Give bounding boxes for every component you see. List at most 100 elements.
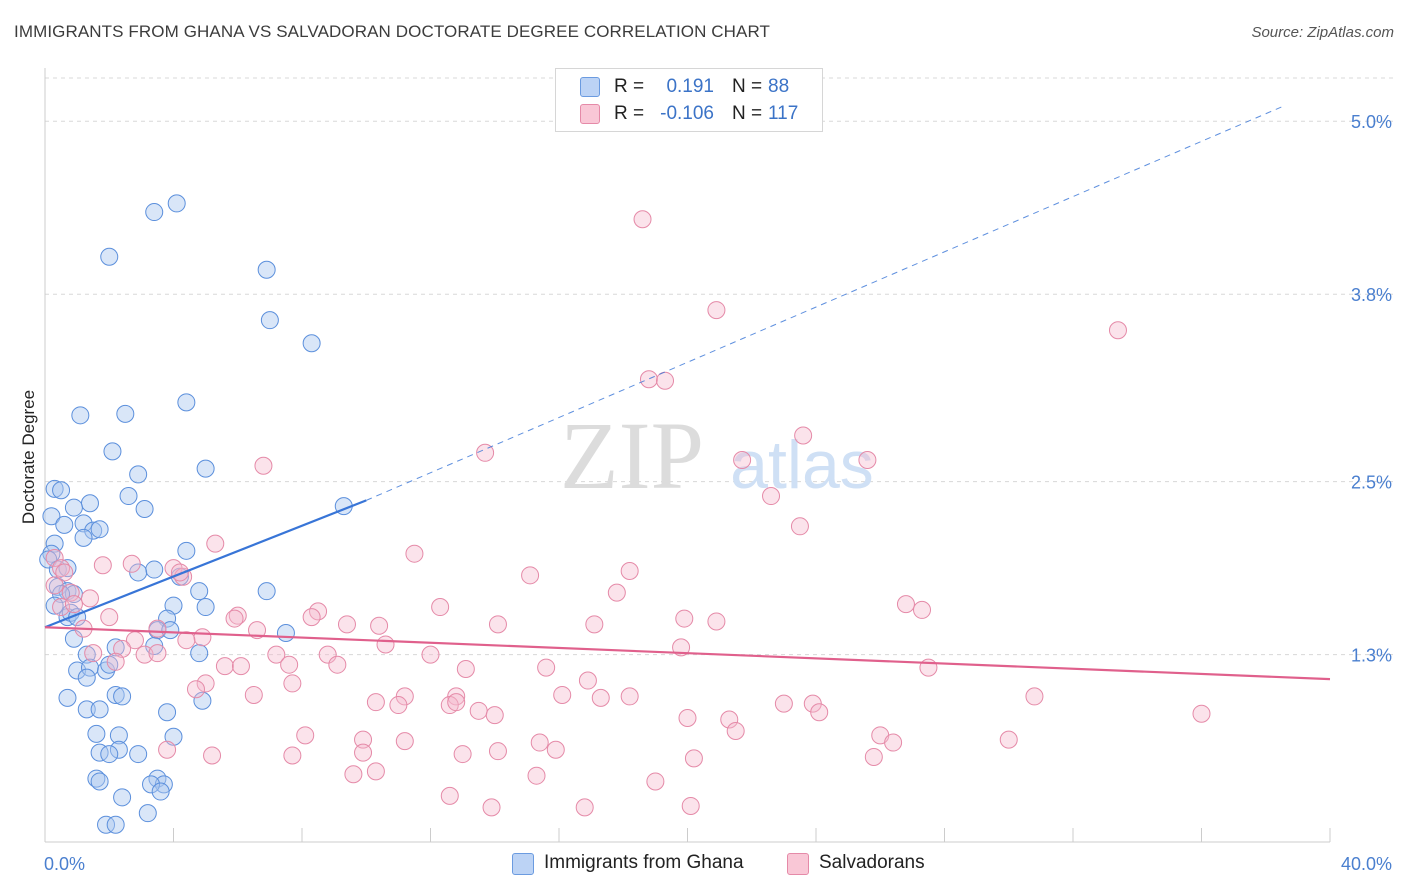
salvadoran-point — [913, 600, 932, 619]
ghana-point — [109, 740, 128, 759]
salvadoran-point — [530, 733, 549, 752]
salvadoran-point — [884, 733, 903, 752]
ghana-point — [77, 668, 96, 687]
ghana-point — [64, 498, 83, 517]
ghana-point — [145, 203, 164, 222]
series-salvadoran-points — [45, 210, 1211, 817]
legend-r-label: R = — [614, 103, 645, 124]
ghana-point — [113, 788, 132, 807]
salvadoran-point — [537, 658, 556, 677]
salvadoran-point — [389, 696, 408, 715]
tick-labels: 1.3% 2.5% 3.8% 5.0% 0.0% 40.0% — [44, 112, 1392, 874]
salvadoran-point — [453, 745, 472, 764]
ghana-point — [257, 582, 276, 601]
salvadoran-point — [244, 685, 263, 704]
salvadoran-point — [485, 706, 504, 725]
salvadoran-point — [1025, 687, 1044, 706]
salvadoran-point — [707, 301, 726, 320]
y-tick-label: 3.8% — [1351, 285, 1392, 305]
salvadoran-point — [84, 644, 103, 663]
ghana-point — [260, 311, 279, 330]
salvadoran-point — [206, 534, 225, 553]
salvadoran-point — [45, 549, 64, 568]
ghana-point — [45, 534, 64, 553]
ghana-point — [45, 479, 64, 498]
watermark-zip: ZIP — [560, 402, 704, 509]
salvadoran-point — [283, 746, 302, 765]
salvadoran-point — [656, 371, 675, 390]
ghana-point — [45, 596, 64, 615]
salvadoran-point — [376, 635, 395, 654]
ghana-point — [196, 598, 215, 617]
ghana-point — [90, 700, 109, 719]
salvadoran-point — [55, 563, 74, 582]
legend-n-label: N = — [732, 76, 763, 97]
salvadoran-point — [45, 576, 64, 595]
salvadoran-point — [106, 652, 125, 671]
x-tick-label-left: 0.0% — [44, 854, 85, 874]
ghana-point — [190, 644, 209, 663]
ghana-point — [71, 406, 90, 425]
salvadoran-point — [794, 426, 813, 445]
salvadoran-point — [591, 688, 610, 707]
salvadoran-point — [546, 740, 565, 759]
salvadoran-point — [215, 657, 234, 676]
salvadoran-point — [122, 554, 141, 573]
ghana-point — [167, 194, 186, 213]
salvadoran-point — [328, 655, 347, 674]
salvadoran-point — [633, 210, 652, 229]
salvadoran-point — [193, 628, 212, 647]
salvadoran-point — [370, 616, 389, 635]
salvadoran-point — [421, 645, 440, 664]
ghana-point — [84, 521, 103, 540]
salvadoran-point — [476, 443, 495, 462]
ghana-point — [90, 520, 109, 539]
ghana-trendline — [44, 499, 367, 629]
salvadoran-point — [678, 709, 697, 728]
ghana-point — [257, 260, 276, 279]
ghana-point — [55, 515, 74, 534]
salvadoran-point — [280, 655, 299, 674]
ghana-point — [80, 494, 99, 513]
salvadoran-point — [267, 645, 286, 664]
salvadoran-point — [639, 370, 658, 389]
salvadoran-point — [354, 730, 373, 749]
salvadoran-point — [527, 766, 546, 785]
salvadoran-point — [447, 693, 466, 712]
salvadoran-point — [646, 772, 665, 791]
ghana-point — [196, 459, 215, 478]
salvadoran-point — [488, 742, 507, 761]
ghana-trendline-extension — [366, 106, 1283, 501]
ghana-point — [87, 724, 106, 743]
ghana-point — [97, 815, 116, 834]
ghana-point — [129, 745, 148, 764]
salvadoran-point — [482, 798, 501, 817]
y-tick-label: 5.0% — [1351, 112, 1392, 132]
bottom-legend-swatch-salvadoran — [787, 853, 809, 875]
salvadoran-point — [440, 786, 459, 805]
salvadoran-point — [456, 660, 475, 679]
ghana-point — [100, 247, 119, 266]
salvadoran-point — [196, 674, 215, 693]
bottom-legend-label-ghana: Immigrants from Ghana — [544, 852, 744, 873]
ghana-point — [39, 550, 58, 569]
ghana-point — [113, 687, 132, 706]
salvadoran-point — [607, 583, 626, 602]
grid-lines — [45, 77, 1396, 656]
ghana-point — [302, 334, 321, 353]
salvadoran-point — [620, 687, 639, 706]
salvadoran-point — [186, 680, 205, 699]
salvadoran-point — [1192, 704, 1211, 723]
legend-swatch-ghana — [580, 77, 600, 97]
ghana-point — [52, 481, 71, 500]
ghana-point — [158, 609, 177, 628]
ghana-point — [90, 772, 109, 791]
salvadoran-point — [553, 685, 572, 704]
ghana-point — [142, 775, 161, 794]
ghana-point — [190, 582, 209, 601]
salvadoran-point — [203, 746, 222, 765]
salvadoran-point — [231, 657, 250, 676]
ghana-point — [129, 465, 148, 484]
salvadoran-point — [254, 456, 273, 475]
